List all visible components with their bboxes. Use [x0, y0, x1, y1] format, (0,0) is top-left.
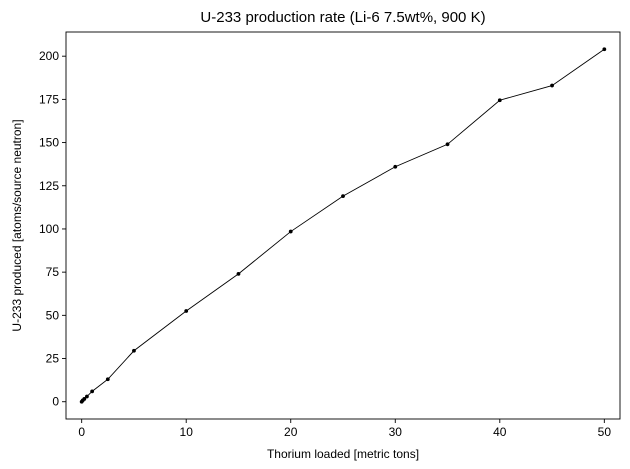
y-tick-label: 75 — [46, 265, 60, 279]
data-point — [602, 47, 607, 52]
data-point — [393, 164, 398, 169]
data-point — [445, 142, 450, 147]
data-point — [105, 377, 110, 382]
data-point — [90, 389, 95, 394]
axis-ticks: 0 10 20 30 40 50 0 25 50 75 100 125 150 175 200 — [39, 49, 611, 439]
y-tick-label: 150 — [39, 136, 59, 150]
x-tick-label: 20 — [284, 425, 298, 439]
x-tick-label: 50 — [598, 425, 612, 439]
data-point — [82, 397, 87, 401]
x-tick-label: 30 — [389, 425, 403, 439]
y-tick-label: 125 — [39, 179, 59, 193]
x-tick-label: 0 — [78, 425, 85, 439]
x-tick-label: 40 — [493, 425, 507, 439]
y-tick-label: 175 — [39, 92, 59, 106]
data-point — [341, 194, 345, 199]
y-tick-label: 25 — [46, 352, 60, 366]
y-tick-label: 0 — [52, 395, 59, 409]
y-tick-label: 50 — [46, 308, 60, 322]
data-point — [550, 83, 554, 88]
x-tick-label: 10 — [180, 425, 194, 439]
series-layer — [79, 47, 607, 404]
x-axis-label: Thorium loaded [metric tons] — [267, 447, 419, 461]
series-line — [81, 48, 605, 402]
data-point — [288, 229, 293, 234]
chart-title: U-233 production rate (Li-6 7.5wt%, 900 … — [200, 9, 485, 26]
data-point — [85, 394, 89, 399]
y-axis-label: U-233 produced [atoms/source neutron] — [10, 119, 24, 331]
data-point — [497, 98, 502, 103]
data-point — [132, 348, 136, 353]
y-tick-label: 200 — [39, 49, 59, 63]
data-point — [184, 309, 189, 313]
axes-frame — [65, 31, 621, 420]
y-tick-label: 100 — [39, 222, 59, 236]
data-point — [236, 271, 241, 276]
